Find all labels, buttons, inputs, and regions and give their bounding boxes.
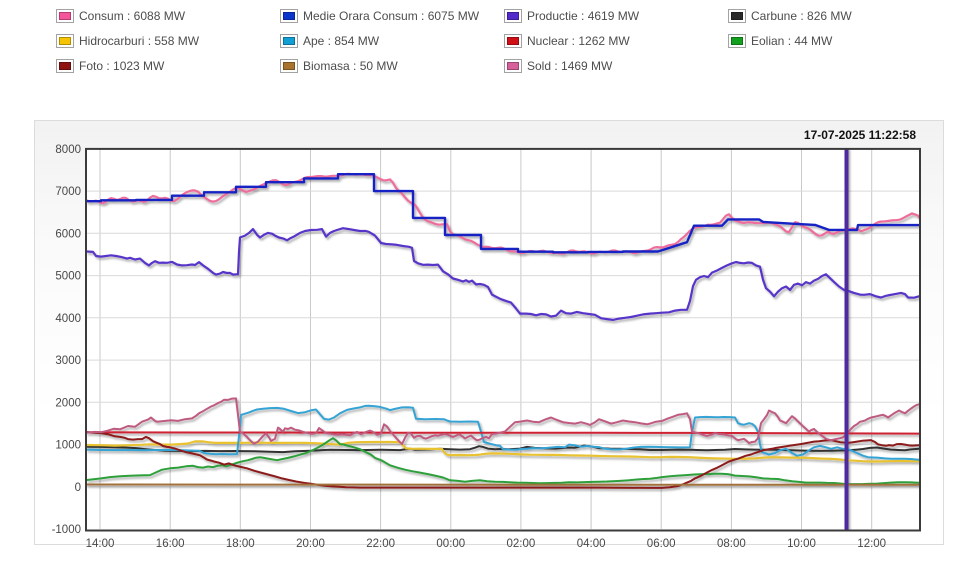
svg-text:1000: 1000 <box>55 440 81 452</box>
svg-text:20:00: 20:00 <box>296 538 325 550</box>
svg-text:22:00: 22:00 <box>366 538 395 550</box>
svg-text:6000: 6000 <box>55 228 81 240</box>
svg-text:14:00: 14:00 <box>86 538 115 550</box>
svg-text:10:00: 10:00 <box>787 538 816 550</box>
svg-text:8000: 8000 <box>55 144 81 156</box>
svg-text:7000: 7000 <box>55 186 81 198</box>
svg-text:-1000: -1000 <box>52 524 81 536</box>
svg-text:08:00: 08:00 <box>717 538 746 550</box>
svg-text:18:00: 18:00 <box>226 538 255 550</box>
svg-text:00:00: 00:00 <box>436 538 465 550</box>
svg-text:16:00: 16:00 <box>156 538 185 550</box>
svg-text:12:00: 12:00 <box>857 538 886 550</box>
svg-text:06:00: 06:00 <box>647 538 676 550</box>
svg-text:04:00: 04:00 <box>577 538 606 550</box>
svg-text:2000: 2000 <box>55 397 81 409</box>
svg-text:17-07-2025 11:22:58: 17-07-2025 11:22:58 <box>804 128 916 142</box>
svg-text:5000: 5000 <box>55 271 81 283</box>
svg-text:4000: 4000 <box>55 313 81 325</box>
svg-text:0: 0 <box>75 482 81 494</box>
svg-text:02:00: 02:00 <box>507 538 536 550</box>
svg-text:3000: 3000 <box>55 355 81 367</box>
